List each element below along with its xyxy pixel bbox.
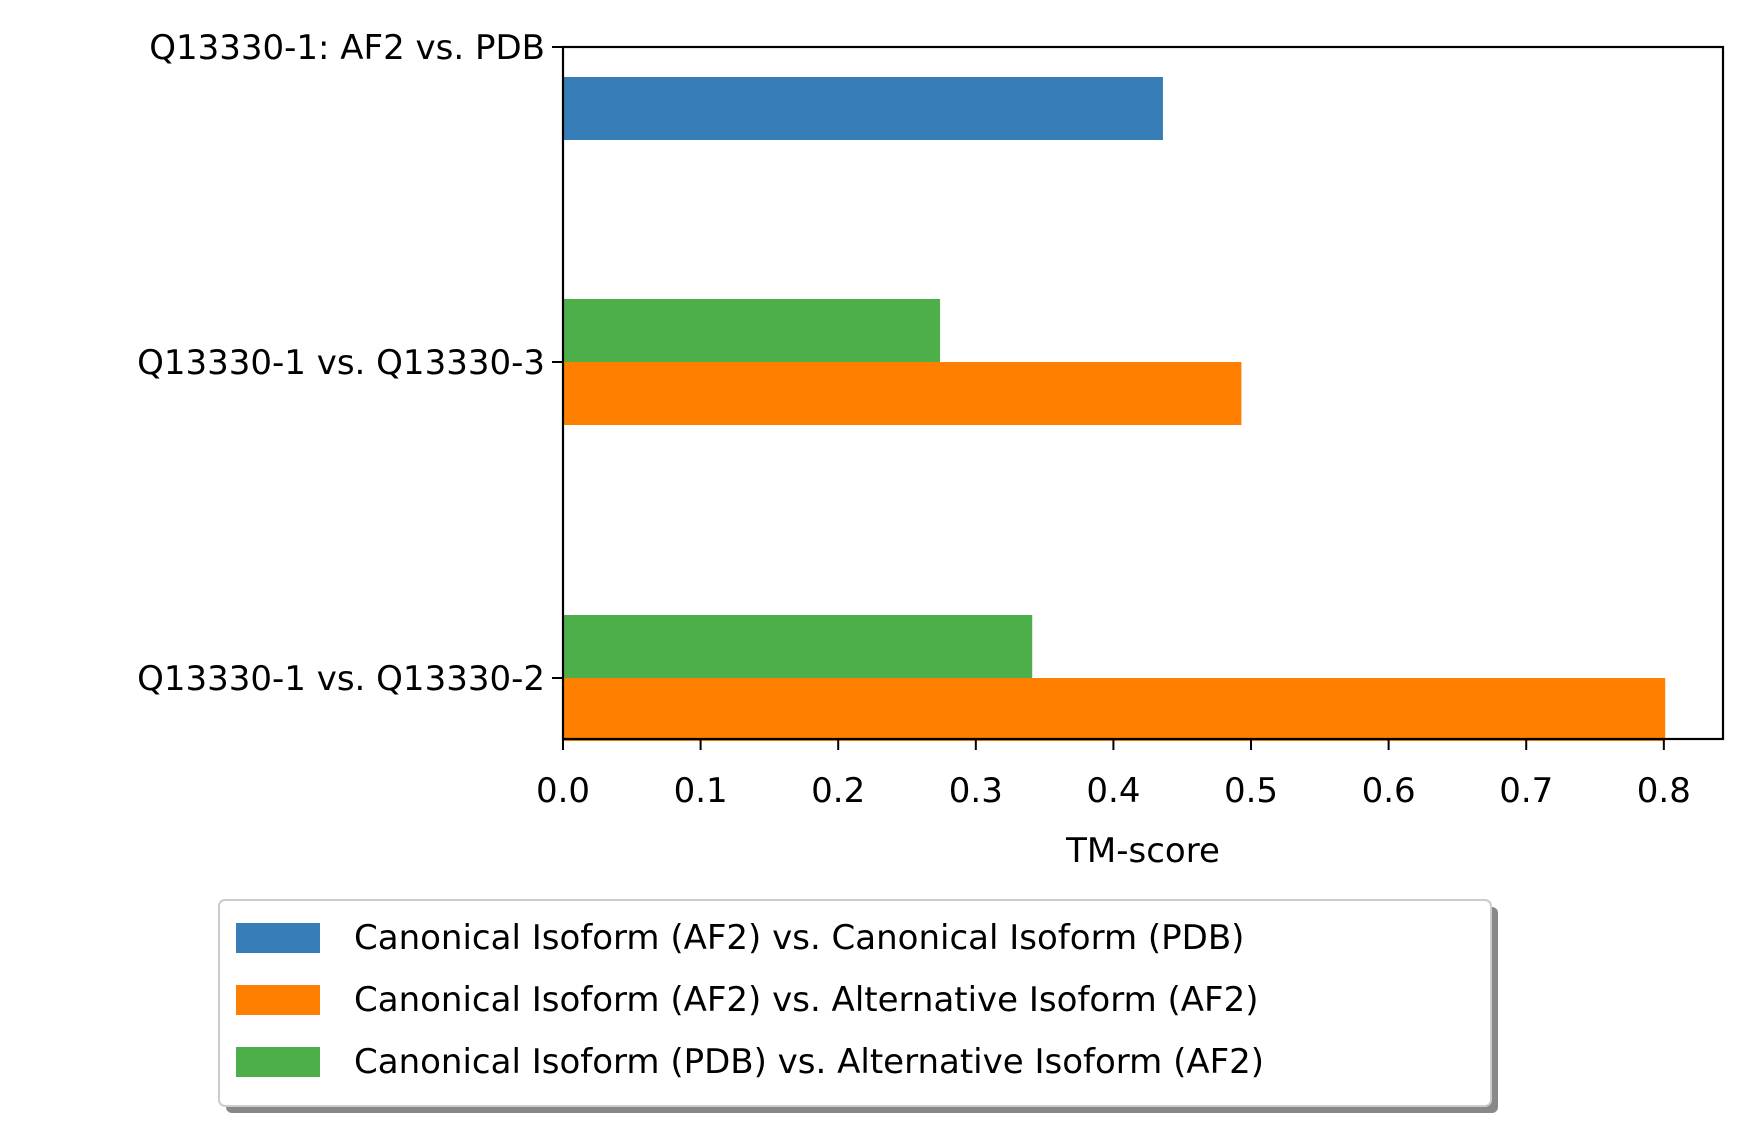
legend-box — [218, 899, 1492, 1107]
bar-3-2 — [563, 299, 941, 362]
legend-swatch-3 — [236, 1047, 320, 1077]
x-tick-label: 0.2 — [811, 771, 865, 811]
x-tick-label: 0.6 — [1362, 771, 1416, 811]
plot-frame — [561, 45, 1725, 741]
legend-label-2: Canonical Isoform (AF2) vs. Alternative … — [354, 980, 1259, 1020]
x-tick-label: 0.8 — [1637, 771, 1691, 811]
y-tick-label: Q13330-1: AF2 vs. PDB — [149, 28, 545, 68]
bar-1-3 — [563, 77, 1163, 140]
bar-3-1 — [563, 615, 1033, 678]
x-tick-label: 0.1 — [674, 771, 728, 811]
x-tick-label: 0.0 — [536, 771, 590, 811]
legend-swatch-2 — [236, 985, 320, 1015]
bar-2-2 — [563, 362, 1242, 425]
legend: Canonical Isoform (AF2) vs. Canonical Is… — [218, 899, 1498, 1113]
x-axis-label: TM-score — [1065, 831, 1220, 871]
x-tick-label: 0.7 — [1499, 771, 1553, 811]
x-tick-label: 0.5 — [1224, 771, 1278, 811]
y-tick-label: Q13330-1 vs. Q13330-2 — [137, 659, 545, 699]
legend-swatch-1 — [236, 923, 320, 953]
bar-2-1 — [563, 678, 1666, 741]
legend-label-1: Canonical Isoform (AF2) vs. Canonical Is… — [354, 918, 1244, 958]
y-tick-label: Q13330-1 vs. Q13330-3 — [137, 343, 545, 383]
x-tick-label: 0.4 — [1086, 771, 1140, 811]
legend-label-3: Canonical Isoform (PDB) vs. Alternative … — [354, 1042, 1264, 1082]
x-tick-label: 0.3 — [949, 771, 1003, 811]
